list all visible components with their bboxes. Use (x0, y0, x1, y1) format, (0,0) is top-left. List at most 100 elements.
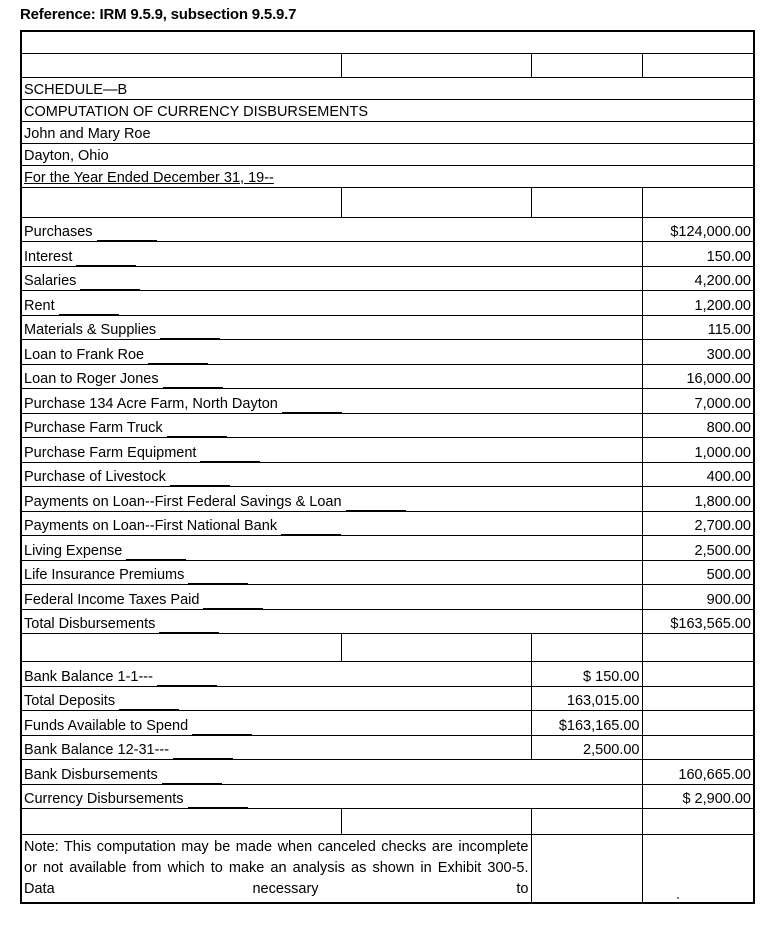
fill-line (187, 795, 248, 808)
item-label-text: Living Expense (24, 542, 123, 559)
bank-amount-text: 163,015.00 (566, 693, 640, 709)
table-cell (641, 808, 755, 835)
result-label-text: Bank Disbursements (24, 766, 158, 783)
item-label: Federal Income Taxes Paid (20, 584, 643, 610)
fill-line (188, 571, 249, 584)
empty-row (20, 52, 755, 78)
item-amount: 500.00 (641, 559, 755, 585)
fill-line (148, 351, 209, 364)
table-cell (641, 661, 755, 687)
result-label-text: Currency Disbursements (24, 791, 184, 807)
item-label: Rent (20, 290, 643, 316)
item-amount-text: 300.00 (706, 346, 751, 363)
item-label: Purchase Farm Truck (20, 412, 643, 438)
table-cell (530, 186, 643, 218)
fill-line (345, 498, 406, 511)
item-label-text: Federal Income Taxes Paid (24, 591, 200, 608)
fill-line (156, 673, 217, 686)
item-label-text: Loan to Roger Jones (24, 371, 159, 387)
item-label: Living Expense (20, 535, 643, 561)
schedule-b-table: SCHEDULE—B COMPUTATION OF CURRENCY DISBUR… (20, 30, 755, 904)
item-amount-text: 2,500.00 (694, 542, 751, 559)
disbursement-row: Loan to Roger Jones 16,000.00 (20, 363, 755, 389)
taxpayer-name: John and Mary Roe (20, 120, 755, 144)
table-cell (641, 633, 755, 662)
schedule-title: COMPUTATION OF CURRENCY DISBURSEMENTS (20, 98, 755, 122)
fill-line (281, 400, 342, 413)
disbursement-row: Purchases $124,000.00 (20, 216, 755, 242)
item-amount-text: 500.00 (706, 567, 751, 583)
item-label: Purchase Farm Equipment (20, 437, 643, 463)
item-amount-text: $163,565.00 (670, 616, 751, 632)
note-text-text: Note: This computation may be made when … (24, 839, 529, 897)
table-cell (20, 186, 342, 218)
fill-line (166, 424, 227, 437)
fill-line (160, 326, 221, 339)
table-cell (530, 52, 643, 78)
item-amount-text: 115.00 (707, 322, 751, 338)
disbursement-row: Materials & Supplies 115.00 (20, 314, 755, 340)
bank-label-text: Total Deposits (24, 693, 116, 709)
fill-line (159, 620, 220, 633)
bank-amount: $163,165.00 (530, 710, 643, 736)
fill-line (169, 473, 230, 486)
period-label-text: For the Year Ended December 31, 19-- (24, 169, 274, 186)
item-amount-text: 150.00 (706, 248, 751, 265)
item-amount-text: $124,000.00 (670, 224, 751, 240)
table-cell (340, 633, 532, 662)
table-cell (641, 685, 755, 711)
item-label-text: Payments on Loan--First Federal Savings … (24, 493, 342, 510)
result-row: Bank Disbursements 160,665.00 (20, 759, 755, 785)
item-label: Loan to Roger Jones (20, 363, 643, 389)
item-label-text: Life Insurance Premiums (24, 567, 185, 583)
item-label-text: Interest (24, 248, 73, 265)
header-row: COMPUTATION OF CURRENCY DISBURSEMENTS (20, 98, 755, 122)
bank-amount-text: $ 150.00 (583, 668, 640, 685)
item-amount-text: 7,000.00 (694, 395, 751, 412)
result-row: Currency Disbursements $ 2,900.00 (20, 783, 755, 809)
item-amount: 7,000.00 (641, 388, 755, 414)
item-label: Purchase of Livestock (20, 461, 643, 487)
item-amount-text: 2,700.00 (694, 518, 751, 534)
fill-line (173, 746, 234, 759)
item-label: Life Insurance Premiums (20, 559, 643, 585)
disbursement-row: Payments on Loan--First National Bank 2,7… (20, 510, 755, 536)
bank-label: Bank Balance 1-1--- (20, 661, 532, 687)
header-row: SCHEDULE—B (20, 76, 755, 100)
table-cell (530, 808, 643, 835)
item-label: Salaries (20, 265, 643, 291)
disbursement-row: Federal Income Taxes Paid 900.00 (20, 584, 755, 610)
item-label-text: Purchase 134 Acre Farm, North Dayton (24, 395, 278, 412)
fill-line (200, 449, 261, 462)
bank-label-text: Bank Balance 1-1--- (24, 668, 153, 685)
table-cell (20, 52, 342, 78)
item-label: Payments on Loan--First Federal Savings … (20, 486, 643, 512)
item-amount: 800.00 (641, 412, 755, 438)
fill-line (80, 277, 141, 290)
table-cell (641, 186, 755, 218)
note-text: Note: This computation may be made when … (20, 834, 532, 903)
disbursement-row: Interest 150.00 (20, 241, 755, 267)
fill-line (96, 228, 157, 241)
item-label-text: Purchase Farm Truck (24, 420, 163, 436)
disbursement-row: Salaries 4,200.00 (20, 265, 755, 291)
period-label: For the Year Ended December 31, 19-- (20, 164, 755, 188)
disbursement-row: Loan to Frank Roe 300.00 (20, 339, 755, 365)
item-amount: 300.00 (641, 339, 755, 365)
bank-amount: 163,015.00 (530, 685, 643, 711)
table-cell (20, 633, 342, 662)
fill-line (119, 697, 180, 710)
bank-label-text: Funds Available to Spend (24, 717, 189, 734)
disbursement-row: Living Expense 2,500.00 (20, 535, 755, 561)
item-label: Loan to Frank Roe (20, 339, 643, 365)
table-cell (20, 808, 342, 835)
result-amount-text: $ 2,900.00 (682, 791, 751, 807)
fill-line (162, 375, 223, 388)
taxpayer-name-text: John and Mary Roe (24, 125, 151, 142)
table-cell (641, 52, 755, 78)
table-cell (530, 633, 643, 662)
table-cell (340, 808, 532, 835)
empty-row (20, 30, 755, 54)
item-amount: 1,000.00 (641, 437, 755, 463)
disbursement-row: Life Insurance Premiums 500.00 (20, 559, 755, 585)
